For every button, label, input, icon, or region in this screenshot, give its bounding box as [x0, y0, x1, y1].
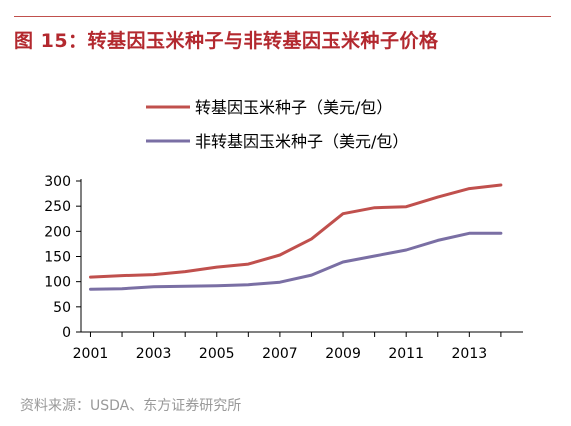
x-tick-label: 2007	[262, 346, 298, 362]
figure-title: 图 15：转基因玉米种子与非转基因玉米种子价格	[14, 30, 439, 52]
x-tick-label: 2001	[73, 346, 109, 362]
y-tick-label: 0	[62, 325, 71, 341]
y-tick-label: 100	[44, 275, 71, 291]
legend-label-1: 转基因玉米种子（美元/包）	[195, 98, 392, 117]
x-tick-label: 2013	[452, 346, 488, 362]
y-tick-label: 300	[44, 174, 71, 190]
y-tick-label: 250	[44, 199, 71, 215]
series-line-1	[89, 183, 503, 279]
y-tick-label: 150	[44, 250, 71, 266]
source-note: 资料来源：USDA、东方证券研究所	[20, 398, 242, 414]
x-tick-label: 2009	[325, 346, 361, 362]
x-tick-label: 2003	[136, 346, 172, 362]
y-tick-label: 200	[44, 224, 71, 240]
legend-label-2: 非转基因玉米种子（美元/包）	[195, 132, 408, 151]
x-tick-label: 2005	[199, 346, 235, 362]
y-tick-label: 50	[53, 300, 71, 316]
series-line-2	[89, 231, 503, 291]
x-tick-label: 2011	[388, 346, 424, 362]
title-rule	[14, 16, 551, 17]
